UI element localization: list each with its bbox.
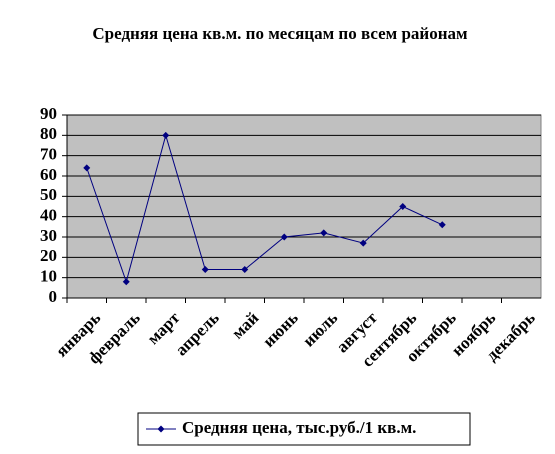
legend-label: Средняя цена, тыс.руб./1 кв.м. [182,418,416,437]
point [320,229,328,237]
y-tick-label: 50 [40,185,57,204]
y-tick-label: 70 [40,145,57,164]
y-tick-label: 80 [40,124,57,143]
y-tick-label: 90 [40,104,57,123]
point [162,131,170,139]
point [122,278,130,286]
point [399,203,407,210]
y-tick-label: 20 [40,246,57,265]
chart-title: Средняя цена кв.м. по месяцам по всем ра… [92,24,468,43]
point [280,233,288,241]
y-tick-label: 40 [40,206,57,225]
point [359,239,367,247]
y-tick-label: 30 [40,226,57,245]
series-line [86,133,443,284]
point [438,221,446,229]
y-tick-label: 0 [49,287,58,306]
legend-box [137,412,471,446]
x-tick-label: апрель [171,308,222,359]
point [241,266,249,274]
x-tick-label: июнь [259,308,302,351]
legend-marker [157,425,165,433]
x-tick-label: май [228,308,263,343]
y-tick-label: 60 [40,165,57,184]
plot-area [66,114,542,299]
point [201,266,209,274]
point [83,164,91,172]
y-tick-label: 10 [40,267,57,286]
